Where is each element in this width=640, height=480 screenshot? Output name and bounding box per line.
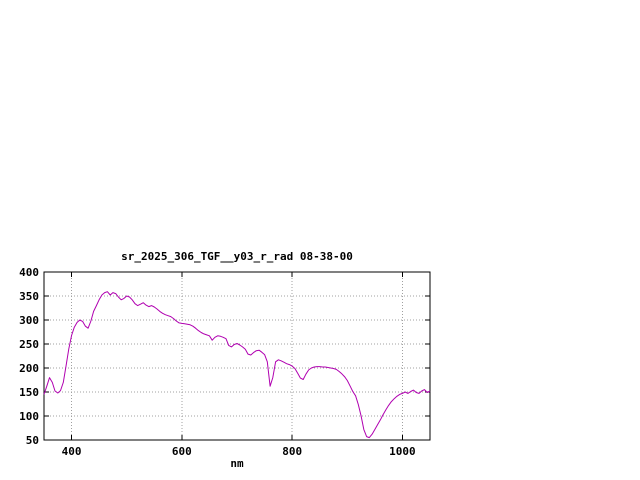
- y-tick-label: 300: [19, 314, 39, 327]
- plot-border: [43, 271, 431, 441]
- y-tick-label: 50: [26, 434, 39, 447]
- y-tick-label: 200: [19, 362, 39, 375]
- x-tick-label: 400: [62, 445, 82, 458]
- y-tick-label: 350: [19, 290, 39, 303]
- series-line: [43, 291, 431, 439]
- y-tick-label: 250: [19, 338, 39, 351]
- x-tick-label: 600: [172, 445, 192, 458]
- x-tick-label: 1000: [389, 445, 416, 458]
- chart-title: sr_2025_306_TGF__y03_r_rad 08-38-00: [121, 250, 353, 263]
- x-axis-label: nm: [230, 457, 244, 470]
- y-tick-label: 150: [19, 386, 39, 399]
- x-tick-label: 800: [282, 445, 302, 458]
- y-tick-label: 400: [19, 266, 39, 279]
- y-tick-label: 100: [19, 410, 39, 423]
